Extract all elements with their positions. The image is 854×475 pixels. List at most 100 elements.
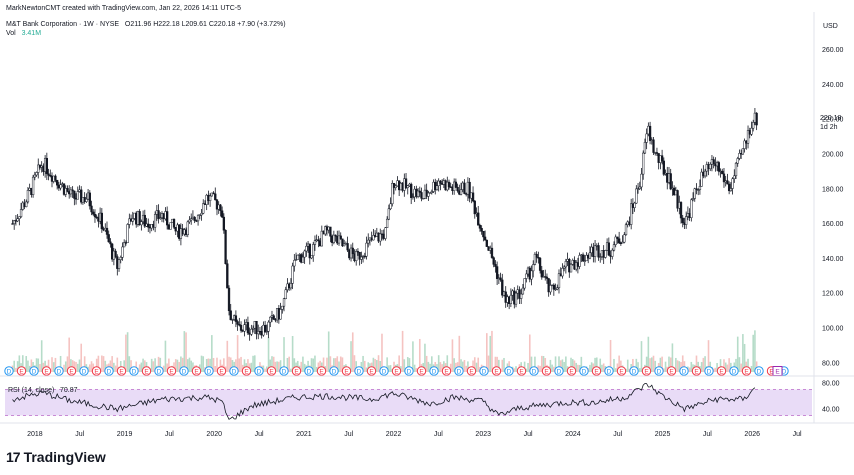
- candle-body: [329, 226, 332, 237]
- volume-bar: [496, 356, 498, 372]
- volume-bar: [626, 359, 629, 372]
- volume-bar: [590, 362, 593, 372]
- candle-body: [514, 292, 518, 305]
- axes-layer: USD 260.00 240.00 220.00 200.00 180.00 160.00 1…: [0, 12, 854, 438]
- candle-body: [636, 188, 640, 190]
- price-tick-label: 240.00: [822, 82, 844, 89]
- volume-bar: [575, 362, 577, 372]
- volume-bar: [37, 358, 40, 372]
- volume-bar: [498, 359, 500, 372]
- candle-body: [545, 276, 549, 279]
- time-tick-label: Jul: [75, 431, 84, 438]
- candle-body: [621, 241, 624, 244]
- ohlc-readout: O211.96 H222.18 L209.61 C220.18 +7.90 (+…: [124, 21, 286, 28]
- candle-body: [267, 321, 270, 332]
- volume-bar: [116, 357, 119, 372]
- volume-bar: [403, 359, 406, 372]
- candle-body: [477, 212, 480, 226]
- volume-bar: [446, 355, 449, 372]
- volume-bar: [431, 356, 433, 372]
- time-tick-label: 2022: [386, 431, 402, 438]
- candle-body: [422, 198, 425, 200]
- volume-bar: [578, 365, 581, 372]
- dividend-marker: [129, 366, 139, 376]
- volume-bar: [400, 366, 402, 372]
- candle-body: [243, 324, 246, 332]
- volume-bar: [632, 358, 634, 372]
- candle-body: [473, 200, 476, 215]
- dividend-marker-letter: D: [382, 369, 387, 376]
- volume-bar: [154, 358, 156, 372]
- volume-bar: [271, 356, 273, 372]
- price-tick-label: 140.00: [822, 256, 844, 263]
- volume-bar: [247, 359, 249, 372]
- volume-bar: [616, 363, 619, 372]
- volume-bar: [379, 360, 382, 372]
- dividend-marker: [254, 366, 264, 376]
- candle-body: [712, 159, 715, 165]
- volume-bar: [618, 355, 620, 372]
- earnings-marker-letter: E: [444, 369, 449, 376]
- candle-body: [379, 233, 382, 242]
- time-tick-label: Jul: [703, 431, 712, 438]
- volume-bar: [190, 360, 193, 372]
- rsi-tick-label: 40.00: [822, 407, 840, 414]
- candle-body: [296, 254, 299, 260]
- candle-body: [37, 164, 40, 173]
- candle-body: [729, 188, 733, 192]
- candle-body: [363, 255, 366, 258]
- candle-body: [411, 196, 415, 198]
- volume-bar: [513, 368, 516, 372]
- earnings-marker-letter: E: [469, 369, 474, 376]
- time-tick-label: 2018: [27, 431, 43, 438]
- earnings-marker-letter: E: [419, 369, 424, 376]
- candle-body: [157, 210, 160, 219]
- volume-bar: [669, 357, 672, 372]
- volume-bar: [388, 365, 390, 372]
- candle-body: [430, 191, 433, 194]
- price-tick-label: 220.00: [822, 117, 844, 124]
- volume-bar: [451, 339, 454, 372]
- candle-body: [482, 230, 485, 238]
- candle-body: [114, 250, 117, 257]
- volume-bar: [97, 355, 100, 372]
- candle-body: [337, 235, 341, 244]
- candle-body: [416, 190, 420, 197]
- dividend-marker: [54, 366, 64, 376]
- candle-body: [552, 284, 555, 290]
- candle-body: [676, 190, 679, 209]
- candle-body: [418, 190, 421, 193]
- candle-body: [172, 218, 176, 228]
- volume-bar: [52, 362, 55, 372]
- earnings-marker: [416, 366, 427, 376]
- candle-body: [483, 236, 487, 241]
- dividend-marker-letter: D: [582, 369, 587, 376]
- volume-bar: [111, 356, 113, 372]
- candle-body: [755, 112, 758, 126]
- volume-bar: [243, 359, 246, 372]
- volume-bar: [461, 361, 464, 372]
- candle-body: [561, 268, 564, 277]
- symbol-name[interactable]: M&T Bank Corporation · 1W · NYSE: [6, 21, 120, 28]
- volume-bar: [101, 355, 103, 372]
- volume-bar: [68, 337, 70, 372]
- volume-bar: [743, 343, 746, 372]
- candle-body: [294, 259, 298, 261]
- volume-bar: [638, 368, 641, 372]
- rsi-line: [12, 383, 756, 420]
- candle-body: [593, 245, 597, 257]
- volume-bar: [668, 356, 670, 372]
- volume-bar: [104, 360, 107, 372]
- volume-bar: [377, 355, 380, 372]
- volume-bar: [376, 360, 378, 372]
- dividend-marker-letter: D: [357, 369, 362, 376]
- candle-body: [131, 218, 134, 222]
- volume-bar: [252, 355, 254, 372]
- volume-bar: [675, 357, 677, 372]
- tradingview-logo[interactable]: 17 TradingView: [6, 449, 106, 465]
- volume-bar: [565, 356, 567, 372]
- candle-body: [246, 322, 250, 334]
- volume-bar: [362, 355, 364, 372]
- candle-body: [533, 253, 537, 265]
